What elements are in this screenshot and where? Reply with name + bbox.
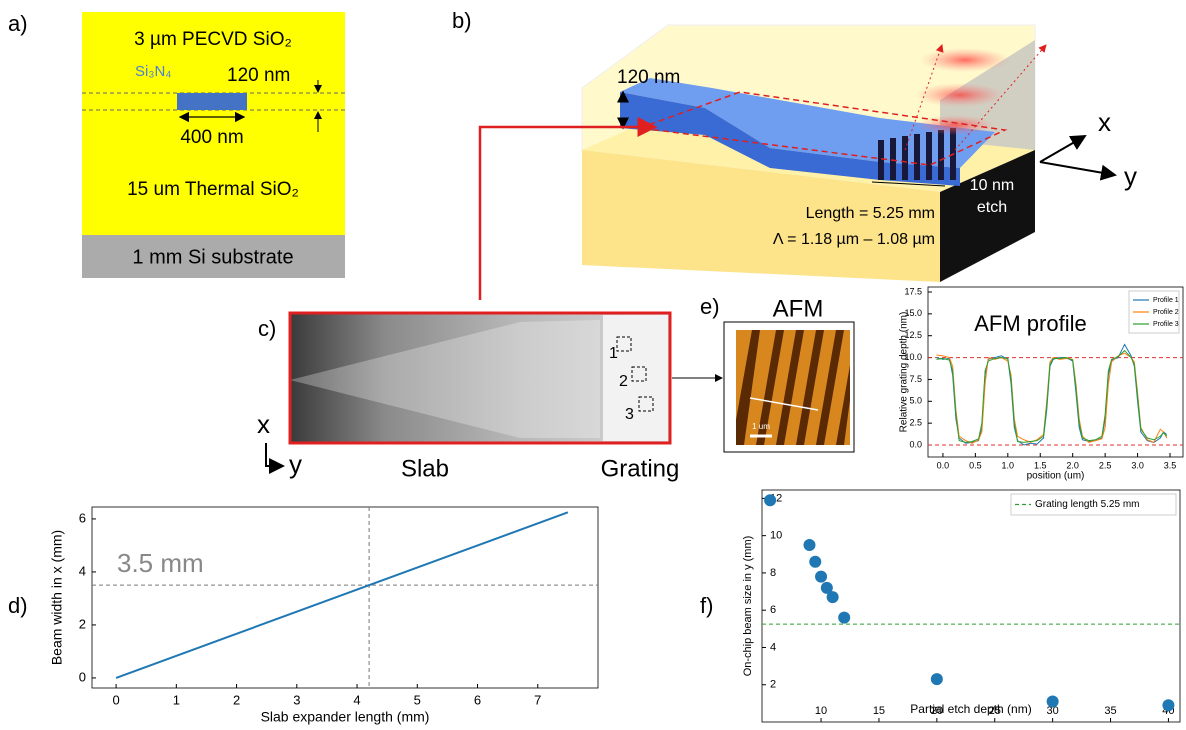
- region-label: 2: [619, 373, 628, 390]
- x-tick-label: 1.0: [1002, 460, 1015, 470]
- y-tick-label: 10: [770, 530, 782, 542]
- panel-label: d): [8, 593, 28, 618]
- waveguide-core: [177, 93, 247, 110]
- layer-label: 3 µm PECVD SiO₂: [134, 29, 292, 50]
- etch-label: 10 nm: [970, 177, 1014, 194]
- panel-label: b): [452, 8, 472, 33]
- etch-label: etch: [977, 199, 1007, 216]
- data-point: [1047, 696, 1059, 708]
- data-point: [827, 591, 839, 603]
- y-tick-label: 2: [770, 679, 776, 691]
- x-axis-label: position (um): [1027, 471, 1085, 482]
- x-tick-label: 0: [112, 692, 119, 707]
- x-tick-label: 2.0: [1066, 460, 1079, 470]
- width-label: 400 nm: [180, 127, 243, 148]
- y-axis-label: Beam width in x (mm): [49, 530, 65, 665]
- x-tick-label: 7: [534, 692, 541, 707]
- axis-arrow: [1040, 162, 1115, 175]
- panel-label: c): [258, 316, 276, 341]
- x-tick-label: 3.0: [1131, 460, 1144, 470]
- y-tick-label: 6: [79, 510, 86, 525]
- thickness-label: 120 nm: [227, 65, 290, 86]
- data-point: [809, 556, 821, 568]
- x-tick-label: 15: [873, 705, 885, 717]
- data-point: [1162, 699, 1174, 711]
- axis-label: y: [1124, 161, 1137, 191]
- thickness-label: 120 nm: [617, 67, 680, 88]
- legend-label: Profile 1: [1153, 297, 1179, 304]
- region-label: 1: [609, 345, 618, 362]
- legend-label: Profile 2: [1153, 309, 1179, 316]
- x-tick-label: 1.5: [1034, 460, 1047, 470]
- figure: a) 3 µm PECVD SiO₂ Si₃N₄ 120 nm 400 nm 1…: [0, 0, 1186, 730]
- x-tick-label: 3.5: [1164, 460, 1177, 470]
- data-point: [764, 494, 776, 506]
- y-tick-label: 0: [79, 669, 86, 684]
- period-label: Λ = 1.18 µm – 1.08 µm: [773, 231, 935, 248]
- layer-label: 15 um Thermal SiO₂: [127, 179, 299, 200]
- chart-title: AFM profile: [974, 311, 1086, 336]
- data-point: [815, 571, 827, 583]
- y-axis-label: On-chip beam size in y (mm): [742, 536, 754, 677]
- beam-spot: [915, 83, 1005, 107]
- axis-label: x: [257, 409, 270, 439]
- y-tick-label: 6: [770, 604, 776, 616]
- legend-label: Grating length 5.25 mm: [1035, 499, 1140, 510]
- region-name: Grating: [601, 455, 680, 482]
- y-tick-label: 8: [770, 567, 776, 579]
- length-label: Length = 5.25 mm: [806, 205, 935, 222]
- data-point: [931, 673, 943, 685]
- legend-label: Profile 3: [1153, 321, 1179, 328]
- axis-arrow: [1040, 136, 1085, 162]
- x-tick-label: 0.5: [969, 460, 982, 470]
- y-tick-label: 7.5: [909, 374, 922, 384]
- x-tick-label: 3: [293, 692, 300, 707]
- x-tick-label: 5: [414, 692, 421, 707]
- grating-region: [603, 315, 668, 441]
- panel-label: e): [700, 294, 720, 319]
- axis-arrow: [266, 443, 283, 466]
- plot-area: [92, 507, 598, 688]
- y-axis-label: Relative grating depth (nm): [899, 312, 910, 433]
- x-axis-label: Partial etch depth (nm): [910, 702, 1031, 716]
- x-tick-label: 1: [173, 692, 180, 707]
- panel-label: f): [700, 593, 713, 618]
- x-tick-label: 4: [353, 692, 360, 707]
- axis-label: y: [289, 449, 302, 479]
- panel-label: a): [8, 11, 28, 36]
- data-point: [838, 612, 850, 624]
- layer-label: 1 mm Si substrate: [132, 246, 293, 268]
- y-tick-label: 2.5: [909, 418, 922, 428]
- y-tick-label: 0.0: [909, 439, 922, 449]
- image-title: AFM: [773, 295, 824, 322]
- region-label: 3: [625, 406, 634, 423]
- x-tick-label: 2: [233, 692, 240, 707]
- x-tick-label: 10: [815, 705, 827, 717]
- x-tick-label: 0.0: [937, 460, 950, 470]
- axis-label: x: [1098, 107, 1111, 137]
- x-axis-label: Slab expander length (mm): [261, 709, 430, 725]
- annotation: 3.5 mm: [117, 548, 204, 578]
- y-tick-label: 4: [79, 563, 86, 578]
- y-tick-label: 5.0: [909, 396, 922, 406]
- data-point: [803, 539, 815, 551]
- scale-label: 1 um: [752, 422, 770, 431]
- plot-area: [762, 490, 1180, 722]
- region-name: Slab: [401, 455, 449, 482]
- y-tick-label: 17.5: [904, 286, 922, 296]
- x-tick-label: 6: [474, 692, 481, 707]
- x-tick-label: 2.5: [1099, 460, 1112, 470]
- x-tick-label: 35: [1104, 705, 1116, 717]
- beam-spot: [915, 115, 995, 135]
- y-tick-label: 4: [770, 641, 776, 653]
- y-tick-label: 2: [79, 616, 86, 631]
- core-label: Si₃N₄: [135, 63, 171, 80]
